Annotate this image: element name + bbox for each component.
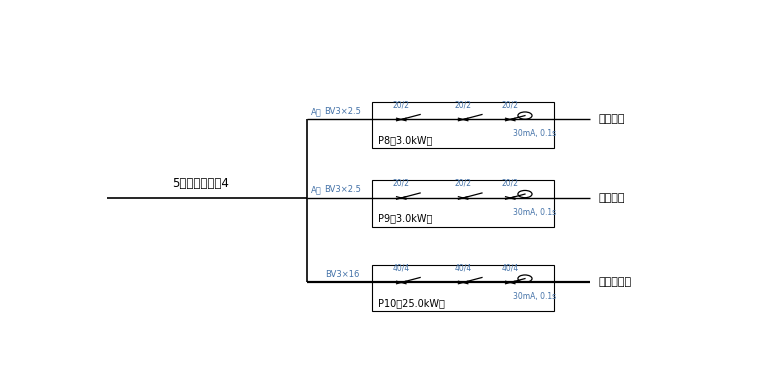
Text: 30mA, 0.1s: 30mA, 0.1s xyxy=(513,208,556,217)
Text: 5号分干线分路4: 5号分干线分路4 xyxy=(173,178,230,191)
Text: P10（25.0kW）: P10（25.0kW） xyxy=(378,298,445,308)
Text: 木工圆锯: 木工圆锯 xyxy=(599,114,625,125)
Text: 20/2: 20/2 xyxy=(502,179,519,188)
Bar xyxy=(372,265,555,312)
Text: BV3×2.5: BV3×2.5 xyxy=(324,107,361,116)
Bar xyxy=(372,102,555,149)
Bar xyxy=(372,180,555,227)
Text: 30mA, 0.1s: 30mA, 0.1s xyxy=(513,129,556,138)
Text: BV3×2.5: BV3×2.5 xyxy=(324,185,361,194)
Text: 40/4: 40/4 xyxy=(393,263,410,272)
Text: 20/2: 20/2 xyxy=(454,100,472,109)
Text: 20/2: 20/2 xyxy=(454,179,472,188)
Text: P9（3.0kW）: P9（3.0kW） xyxy=(378,213,432,223)
Text: 20/2: 20/2 xyxy=(393,100,410,109)
Text: 40/4: 40/4 xyxy=(454,263,472,272)
Text: 40/4: 40/4 xyxy=(502,263,519,272)
Text: 20/2: 20/2 xyxy=(393,179,410,188)
Text: 30mA, 0.1s: 30mA, 0.1s xyxy=(513,292,556,301)
Text: 20/2: 20/2 xyxy=(502,100,519,109)
Text: 木工圆锯: 木工圆锯 xyxy=(599,193,625,203)
Text: P8（3.0kW）: P8（3.0kW） xyxy=(378,135,432,145)
Text: A组: A组 xyxy=(311,185,321,194)
Text: 钢筋对焊机: 钢筋对焊机 xyxy=(599,278,632,287)
Text: A组: A组 xyxy=(311,107,321,116)
Text: BV3×16: BV3×16 xyxy=(325,270,359,279)
